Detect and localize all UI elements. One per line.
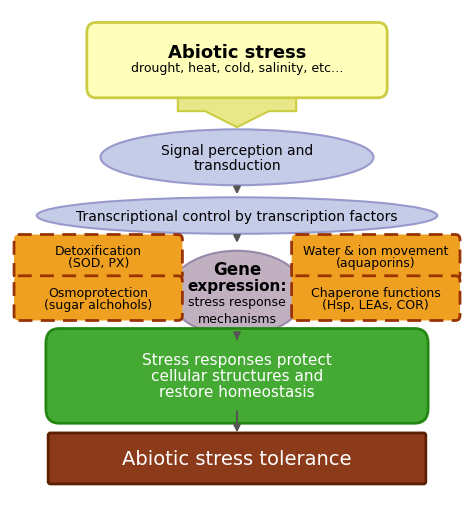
Text: (aquaporins): (aquaporins): [336, 257, 416, 270]
Text: (Hsp, LEAs, COR): (Hsp, LEAs, COR): [322, 298, 429, 311]
Text: stress response: stress response: [188, 295, 286, 309]
FancyBboxPatch shape: [46, 329, 428, 423]
Text: Transcriptional control by transcription factors: Transcriptional control by transcription…: [76, 209, 398, 223]
Text: Abiotic stress tolerance: Abiotic stress tolerance: [122, 449, 352, 468]
FancyBboxPatch shape: [48, 433, 426, 484]
Text: Chaperone functions: Chaperone functions: [311, 286, 441, 299]
Text: (SOD, PX): (SOD, PX): [67, 257, 129, 270]
Ellipse shape: [37, 198, 437, 234]
FancyBboxPatch shape: [292, 276, 460, 321]
Text: Abiotic stress: Abiotic stress: [168, 44, 306, 62]
Text: Water & ion movement: Water & ion movement: [303, 245, 448, 258]
Text: (sugar alchohols): (sugar alchohols): [44, 298, 152, 311]
FancyBboxPatch shape: [14, 235, 182, 280]
Text: Stress responses protect: Stress responses protect: [142, 352, 332, 368]
Text: Osmoprotection: Osmoprotection: [48, 286, 148, 299]
FancyBboxPatch shape: [292, 235, 460, 280]
FancyBboxPatch shape: [87, 23, 387, 98]
Text: transduction: transduction: [193, 158, 281, 172]
Text: Signal perception and: Signal perception and: [161, 144, 313, 158]
Polygon shape: [178, 89, 296, 128]
Text: Detoxification: Detoxification: [55, 245, 142, 258]
Text: cellular structures and: cellular structures and: [151, 369, 323, 384]
Text: mechanisms: mechanisms: [198, 312, 276, 325]
Text: drought, heat, cold, salinity, etc…: drought, heat, cold, salinity, etc…: [131, 62, 343, 75]
Ellipse shape: [169, 251, 305, 336]
Text: expression:: expression:: [187, 278, 287, 293]
Text: restore homeostasis: restore homeostasis: [159, 385, 315, 399]
Ellipse shape: [100, 130, 374, 186]
FancyBboxPatch shape: [14, 276, 182, 321]
Text: Gene: Gene: [213, 260, 261, 278]
